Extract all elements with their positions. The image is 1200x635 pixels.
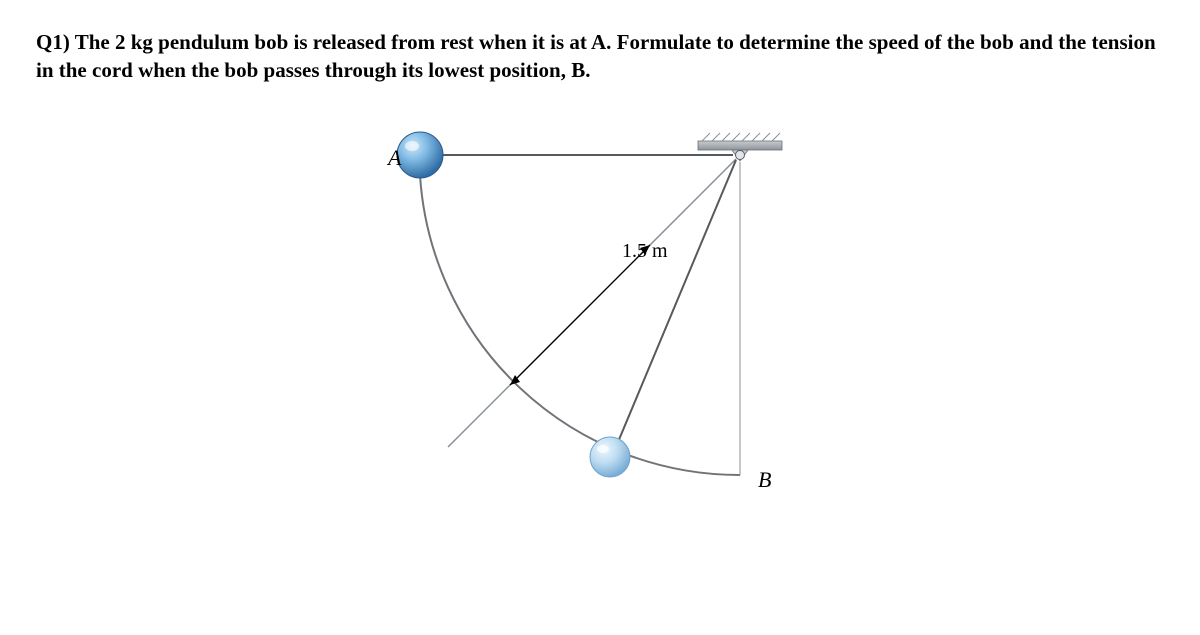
length-dimension xyxy=(510,245,650,385)
bob-a xyxy=(397,132,443,178)
bob-intermediate xyxy=(590,437,630,477)
pendulum-diagram: A B 1.5 m xyxy=(340,105,860,545)
label-a: A xyxy=(386,145,402,170)
label-b: B xyxy=(758,467,771,492)
figure-container: A B 1.5 m xyxy=(36,105,1164,545)
label-length: 1.5 m xyxy=(622,240,668,262)
cord-at-mid xyxy=(618,160,736,442)
swing-arc xyxy=(420,175,740,475)
pivot-support xyxy=(698,133,782,161)
question-text: Q1) The 2 kg pendulum bob is released fr… xyxy=(36,28,1164,85)
